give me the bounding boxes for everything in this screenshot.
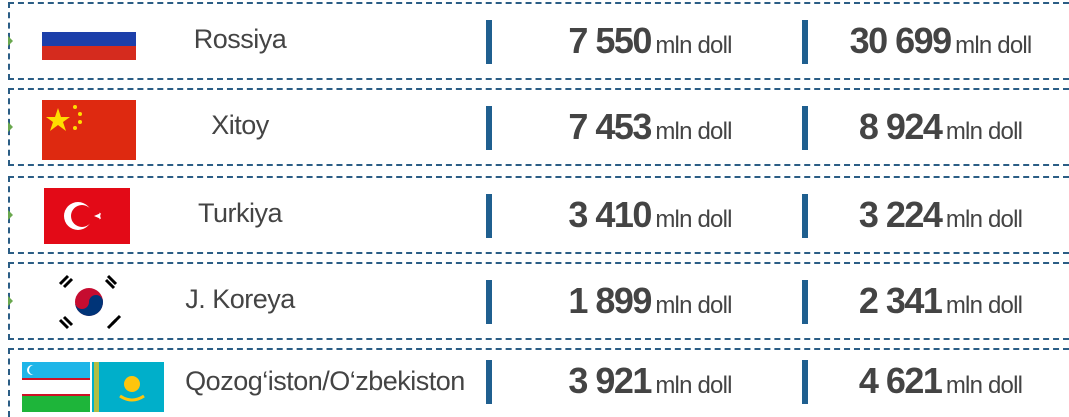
value-number: 3 921 — [568, 360, 652, 401]
flag-russia — [42, 18, 136, 60]
value-number: 30 699 — [849, 20, 953, 61]
value-number: 3 410 — [568, 194, 652, 235]
country-name: J. Koreya — [185, 284, 295, 314]
arrow-icon — [8, 296, 13, 306]
value-unit: mln doll — [655, 118, 732, 145]
country-name: Rossiya — [193, 24, 287, 54]
value-cell: 1 899 mln doll — [500, 280, 800, 322]
value-unit: mln doll — [655, 292, 732, 319]
value-cell: 2 341 mln doll — [810, 280, 1069, 322]
divider — [486, 280, 492, 324]
value-cell: 3 921 mln doll — [500, 360, 800, 402]
divider — [802, 360, 808, 404]
value-unit: mln doll — [655, 32, 732, 59]
divider — [802, 194, 808, 238]
flag-turkey — [44, 188, 130, 244]
flag-uzbekistan-kazakhstan — [22, 362, 164, 412]
divider — [486, 194, 492, 238]
value-number: 7 550 — [568, 20, 652, 61]
value-cell: 3 224 mln doll — [810, 194, 1069, 236]
value-number: 4 621 — [858, 360, 943, 401]
flag-china — [42, 100, 136, 160]
arrow-icon — [8, 122, 13, 132]
value-number: 8 924 — [858, 106, 943, 147]
divider — [802, 106, 808, 150]
value-cell: 4 621 mln doll — [810, 360, 1069, 402]
value-unit: mln doll — [945, 206, 1023, 233]
value-unit: mln doll — [945, 118, 1023, 145]
country-name: Qozog‘iston/O‘zbekiston — [185, 366, 465, 396]
arrow-icon — [8, 36, 13, 46]
value-unit: mln doll — [655, 206, 732, 233]
value-number: 1 899 — [568, 280, 652, 321]
country-name: Xitoy — [211, 110, 269, 140]
value-cell: 30 699 mln doll — [810, 20, 1069, 62]
flag-korea — [46, 272, 132, 332]
arrow-icon — [8, 210, 13, 220]
divider — [486, 360, 492, 404]
value-number: 2 341 — [858, 280, 943, 321]
value-number: 7 453 — [568, 106, 652, 147]
value-cell: 3 410 mln doll — [500, 194, 800, 236]
value-cell: 8 924 mln doll — [810, 106, 1069, 148]
value-unit: mln doll — [655, 372, 732, 399]
value-unit: mln doll — [945, 372, 1023, 399]
divider — [802, 20, 808, 64]
value-number: 3 224 — [858, 194, 943, 235]
row: Xitoy 7 453 mln doll 8 924 mln doll — [8, 88, 1069, 166]
value-cell: 7 453 mln doll — [500, 106, 800, 148]
row: Turkiya 3 410 mln doll 3 224 mln doll — [8, 176, 1069, 254]
row: Rossiya 7 550 mln doll 30 699 mln doll — [8, 2, 1069, 80]
value-unit: mln doll — [955, 32, 1032, 59]
row: J. Koreya 1 899 mln doll 2 341 mln doll — [8, 262, 1069, 340]
divider — [802, 280, 808, 324]
value-cell: 7 550 mln doll — [500, 20, 800, 62]
country-name: Turkiya — [197, 198, 283, 228]
value-unit: mln doll — [945, 292, 1023, 319]
divider — [486, 20, 492, 64]
row: Qozog‘iston/O‘zbekiston 3 921 mln doll 4… — [8, 348, 1069, 417]
divider — [486, 106, 492, 150]
